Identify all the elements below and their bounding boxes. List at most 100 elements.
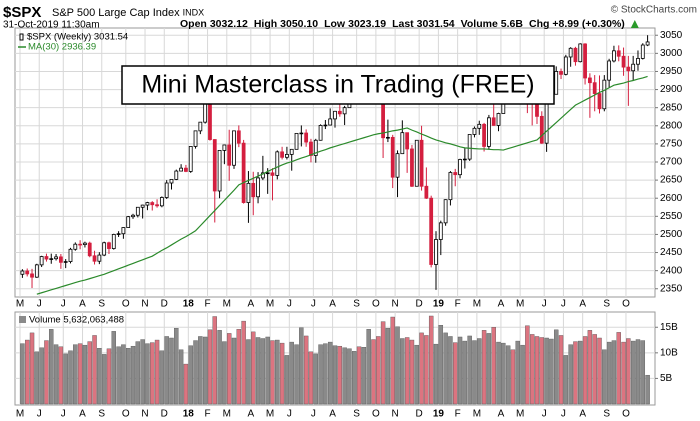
candle-body: [58, 256, 63, 263]
volume-x-tick-label: D: [161, 409, 168, 420]
candle-body: [333, 110, 337, 120]
volume-x-tick-label: J: [561, 409, 566, 420]
volume-bar: [568, 344, 573, 405]
volume-bar: [616, 332, 621, 405]
volume-bar: [342, 347, 347, 405]
x-tick-label: M: [223, 299, 231, 310]
candle-body: [636, 58, 640, 65]
volume-bar: [174, 328, 179, 405]
volume-bar: [279, 342, 285, 405]
volume-bar: [169, 337, 174, 405]
candle-body: [34, 264, 39, 278]
volume-bar: [198, 336, 203, 405]
y-tick-label: 2700: [660, 157, 683, 168]
volume-bar: [356, 346, 362, 405]
x-tick-label: O: [122, 299, 130, 310]
volume-bar: [630, 340, 636, 405]
candle-body: [83, 242, 87, 245]
volume-bar: [318, 344, 323, 405]
volume-bar: [20, 343, 25, 405]
candle-body: [386, 136, 390, 139]
volume-bar: [419, 332, 424, 405]
annotation: Mini Masterclass in Trading (FREE): [141, 71, 534, 99]
candle-body: [294, 132, 299, 150]
volume-bar: [366, 329, 371, 405]
volume-bar: [424, 335, 429, 405]
y-tick-label: 3050: [660, 30, 683, 41]
candle-body: [438, 222, 443, 240]
volume-bar: [376, 336, 381, 405]
volume-x-tick-label: F: [205, 409, 211, 420]
candle-body: [265, 172, 270, 175]
volume-bar: [578, 340, 583, 405]
volume-bar: [246, 339, 251, 405]
volume-x-tick-label: 18: [183, 409, 195, 420]
candle-body: [256, 177, 260, 198]
volume-bar: [164, 336, 169, 405]
volume-bar: [352, 351, 357, 405]
volume-x-tick-label: A: [329, 409, 336, 420]
candle-body: [251, 182, 256, 198]
y-tick-label: 2500: [660, 229, 683, 240]
volume-bar: [130, 345, 136, 405]
candle-body: [44, 256, 49, 260]
volume-bar: [150, 342, 155, 405]
volume-x-tick-label: A: [498, 409, 505, 420]
volume-bar: [337, 345, 343, 405]
volume-bar: [159, 350, 165, 405]
y-tick-label: 2350: [660, 283, 683, 294]
candle-body: [155, 204, 159, 207]
mark-layer: [20, 35, 650, 405]
volume-bar: [106, 348, 112, 405]
volume-x-tick-label: J: [287, 409, 292, 420]
volume-bar: [299, 327, 304, 405]
volume-x-tick-label: J: [61, 409, 66, 420]
candle-body: [289, 148, 294, 155]
x-tick-label: N: [141, 299, 148, 310]
y-tick-label: 2950: [660, 66, 683, 77]
volume-bar: [554, 329, 559, 405]
volume-legend: Volume 5,632,063,488: [29, 315, 124, 326]
y-tick-label: 2600: [660, 193, 683, 204]
volume-bar: [448, 336, 453, 405]
volume-bar: [58, 346, 64, 405]
volume-bar: [323, 343, 328, 405]
volume-bar: [544, 337, 549, 405]
candle-body: [145, 202, 150, 206]
volume-bar: [462, 340, 468, 405]
candle-body: [140, 204, 145, 208]
volume-bar: [226, 333, 232, 405]
x-tick-label: A: [248, 299, 255, 310]
y-tick-label: 2450: [660, 247, 683, 258]
candle-body: [212, 139, 217, 192]
candle-body: [645, 41, 650, 46]
candle-body: [621, 55, 626, 68]
x-tick-label: J: [561, 299, 566, 310]
candle-body: [131, 214, 135, 218]
candle-body: [568, 47, 573, 58]
candle-body: [544, 98, 549, 144]
volume-x-tick-label: F: [455, 409, 461, 420]
volume-bar: [467, 335, 472, 405]
candle-body: [405, 132, 410, 150]
volume-y-tick-label: 15B: [660, 322, 678, 333]
candle-body: [472, 127, 477, 135]
exchange: INDX: [183, 7, 205, 17]
volume-bar: [308, 351, 314, 405]
volume-bar: [34, 351, 40, 405]
volume-x-tick-label: O: [372, 409, 380, 420]
candle-body: [487, 117, 491, 147]
volume-bar: [294, 344, 299, 405]
volume-y-tick-label: 5B: [660, 373, 673, 384]
candle-body: [227, 144, 232, 166]
candle-body: [179, 167, 183, 172]
volume-bar: [438, 325, 444, 405]
volume-bar: [385, 328, 391, 405]
candle-body: [270, 172, 275, 176]
volume-bar: [621, 341, 626, 405]
volume-bar: [178, 349, 184, 405]
volume-bar: [49, 329, 54, 405]
candle-body: [164, 182, 169, 198]
candle-body: [73, 243, 78, 250]
